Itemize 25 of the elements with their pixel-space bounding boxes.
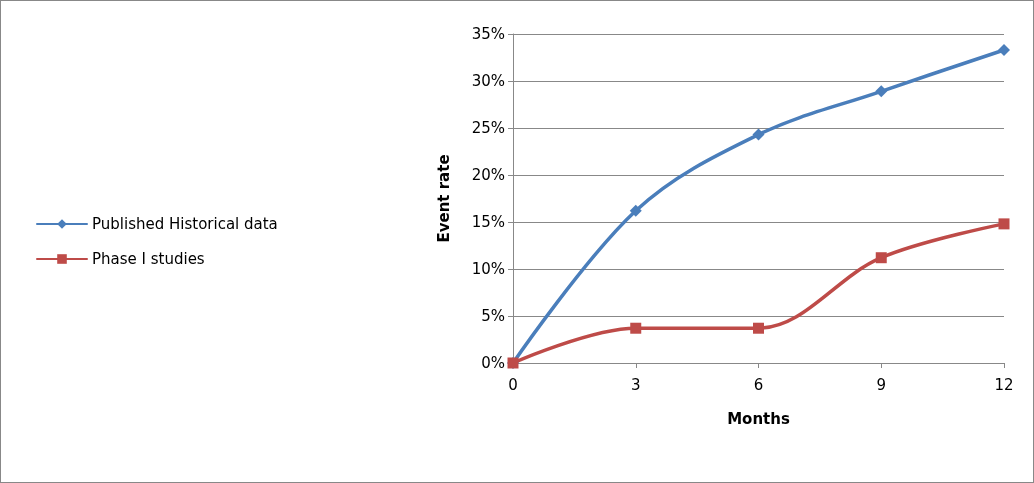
y-tick-label: 0% (481, 354, 505, 372)
x-tick-label: 0 (508, 375, 518, 394)
point (752, 128, 765, 141)
point (630, 322, 642, 334)
x-axis-title: Months (727, 409, 790, 428)
legend-label: Published Historical data (92, 215, 278, 233)
y-tick-label: 5% (481, 307, 505, 325)
point (753, 322, 764, 334)
x-tick-label: 6 (753, 375, 764, 394)
y-tick-label: 35% (471, 25, 505, 43)
x-tick-label: 3 (630, 375, 641, 394)
point (629, 204, 642, 217)
y-axis-title: Event rate (434, 154, 453, 243)
y-tick-label: 10% (471, 260, 505, 278)
point (875, 252, 887, 264)
y-tick-label: 20% (471, 166, 505, 184)
point (875, 85, 888, 98)
y-tick-label: 25% (471, 119, 505, 137)
x-tick-label: 12 (994, 375, 1014, 394)
point (998, 218, 1010, 230)
y-tick-label: 30% (471, 72, 505, 90)
legend-label: Phase I studies (92, 250, 205, 268)
x-tick-label: 9 (876, 375, 887, 394)
y-tick-label: 15% (471, 213, 505, 231)
point (998, 43, 1010, 56)
